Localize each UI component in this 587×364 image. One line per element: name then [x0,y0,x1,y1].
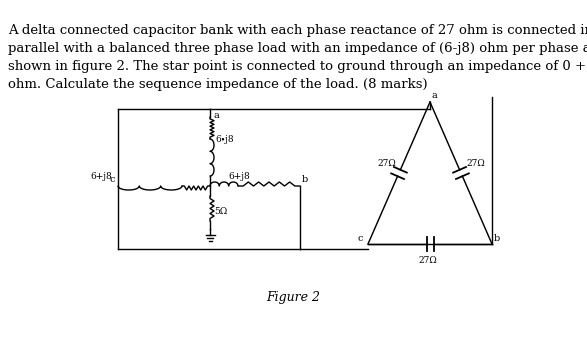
Text: 5Ω: 5Ω [214,206,227,215]
Text: b: b [494,234,500,243]
Text: 27Ω: 27Ω [418,256,437,265]
Text: a: a [432,91,438,100]
Text: 27Ω: 27Ω [466,159,485,168]
Text: 27Ω: 27Ω [377,159,396,168]
Text: A delta connected capacitor bank with each phase reactance of 27 ohm is connecte: A delta connected capacitor bank with ea… [8,24,587,37]
Text: c: c [109,175,114,184]
Text: parallel with a balanced three phase load with an impedance of (6-j8) ohm per ph: parallel with a balanced three phase loa… [8,42,587,55]
Text: b: b [302,175,308,184]
Text: a: a [213,111,219,120]
Text: c: c [358,234,363,243]
Text: shown in figure 2. The star point is connected to ground through an impedance of: shown in figure 2. The star point is con… [8,60,587,73]
Text: 6∙j8: 6∙j8 [215,135,234,144]
Text: ohm. Calculate the sequence impedance of the load. (8 marks): ohm. Calculate the sequence impedance of… [8,78,427,91]
Text: Figure 2: Figure 2 [266,291,320,304]
Text: 6+j8: 6+j8 [90,172,112,181]
Text: 6+j8: 6+j8 [228,172,249,181]
